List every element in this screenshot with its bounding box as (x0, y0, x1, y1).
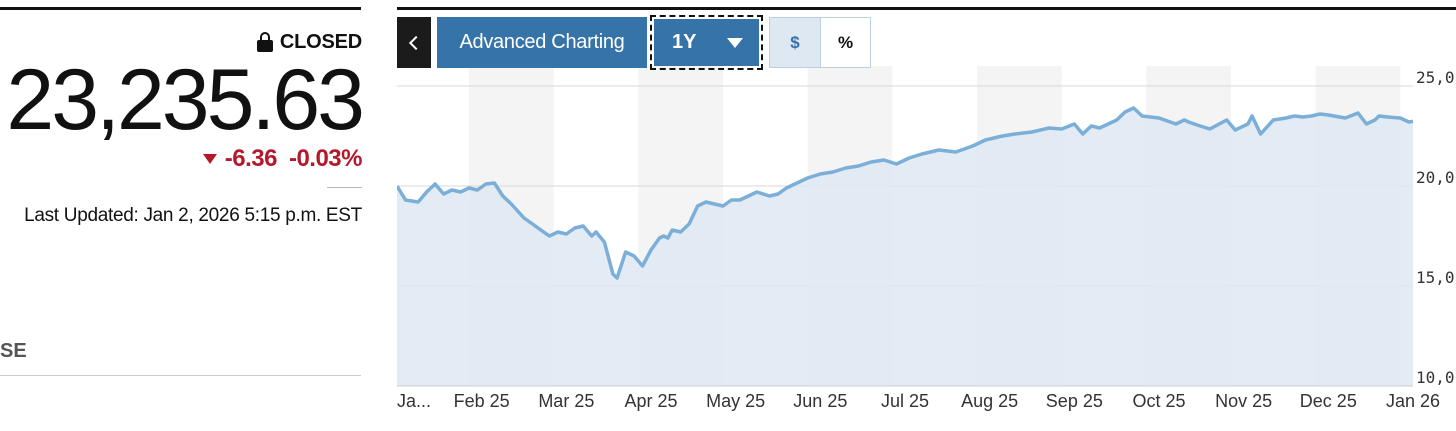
x-tick-label: Feb 25 (454, 391, 510, 411)
advanced-charting-button[interactable]: Advanced Charting (437, 17, 647, 68)
y-tick-label: 20,0 (1416, 168, 1455, 187)
collapse-button[interactable] (397, 17, 431, 68)
percent-toggle-button[interactable]: % (821, 18, 870, 67)
down-arrow-icon (202, 154, 217, 164)
market-status-label: CLOSED (279, 30, 362, 53)
change-percent: -0.03% (288, 145, 363, 172)
lock-icon (256, 32, 273, 52)
x-tick-label: Nov 25 (1215, 391, 1272, 411)
quote-change: -6.36 -0.03% (202, 145, 363, 173)
market-status: CLOSED (256, 30, 362, 54)
y-tick-label: 10,0 (1416, 368, 1455, 387)
range-dropdown[interactable]: 1Y (650, 15, 763, 70)
price-chart[interactable]: 25,0 20,0 15,0 10,0 Ja... Feb 25 Mar 25 Apr 25 M… (397, 0, 1456, 431)
x-tick-label: Oct 25 (1132, 391, 1185, 411)
dollar-toggle-button[interactable]: $ (770, 18, 821, 67)
change-value: -6.36 (224, 145, 278, 172)
caret-down-icon (727, 37, 743, 48)
x-tick-label: Sep 25 (1046, 391, 1103, 411)
unit-toggle: $ % (769, 17, 871, 68)
quote-panel: CLOSED 23,235.63 -6.36 -0.03% Last Updat… (0, 0, 365, 431)
series-area (397, 108, 1413, 386)
x-tick-label: Dec 25 (1300, 391, 1357, 411)
short-divider (327, 187, 362, 188)
y-tick-label: 25,0 (1416, 68, 1455, 87)
quote-price: 23,235.63 (6, 52, 365, 148)
x-tick-label: Ja... (397, 391, 431, 411)
top-divider (0, 7, 361, 10)
chart-top-divider (397, 7, 1456, 10)
x-tick-label: Apr 25 (624, 391, 677, 411)
x-tick-label: Jul 25 (881, 391, 929, 411)
section-label: SE (0, 340, 27, 362)
x-tick-label: Aug 25 (961, 391, 1018, 411)
x-tick-label: Jan 26 (1386, 391, 1440, 411)
x-tick-label: Mar 25 (538, 391, 594, 411)
chart-area: 25,0 20,0 15,0 10,0 Ja... Feb 25 Mar 25 Apr 25 M… (397, 0, 1456, 431)
section-divider (0, 375, 361, 376)
x-tick-label: May 25 (706, 391, 765, 411)
last-updated: Last Updated: Jan 2, 2026 5:15 p.m. EST (24, 205, 362, 226)
series-line (397, 106, 1414, 280)
range-label: 1Y (672, 31, 697, 53)
y-tick-label: 15,0 (1416, 268, 1455, 287)
x-tick-label: Jun 25 (793, 391, 847, 411)
chevron-left-icon (408, 35, 424, 50)
